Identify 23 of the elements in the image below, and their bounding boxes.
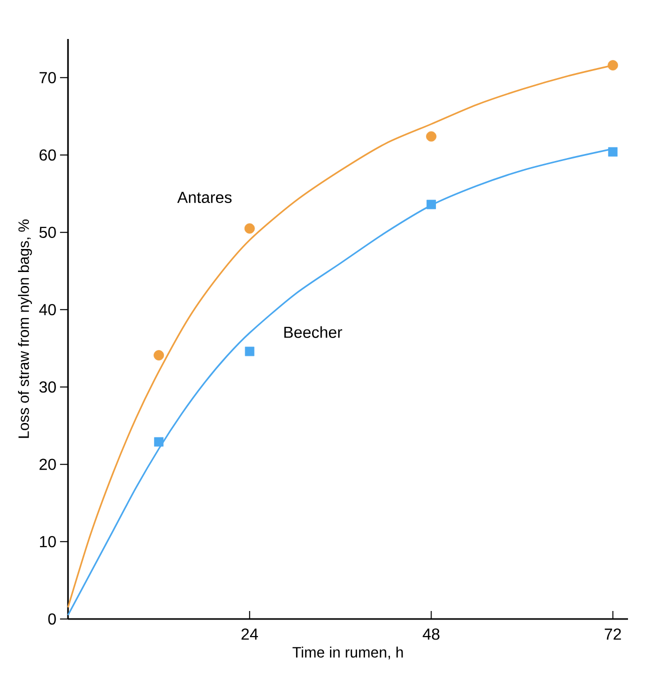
y-tick-label: 0	[48, 613, 56, 625]
point	[608, 60, 618, 70]
series-label: Antares	[177, 192, 232, 204]
y-tick-label: 60	[40, 149, 56, 161]
x-axis-title: Time in rumen, h	[292, 646, 403, 660]
point	[608, 147, 618, 157]
point	[426, 131, 436, 142]
series-label: Beecher	[284, 326, 342, 338]
x-tick-label: 72	[604, 628, 621, 640]
y-tick-label: 50	[39, 226, 56, 238]
y-tick-label: 30	[39, 381, 56, 393]
point	[426, 200, 436, 210]
y-tick-label: 70	[40, 72, 56, 84]
y-tick-label: 40	[39, 304, 56, 316]
point	[244, 223, 255, 234]
point	[244, 346, 254, 356]
x-tick-label: 48	[422, 628, 440, 640]
point	[154, 350, 164, 360]
y-axis-title: Loss of straw from nylon bags, %	[18, 220, 32, 438]
y-tick-label: 20	[40, 458, 56, 470]
y-tick-label: 10	[40, 536, 56, 548]
x-tick-label: 24	[242, 628, 258, 640]
point	[154, 437, 164, 447]
